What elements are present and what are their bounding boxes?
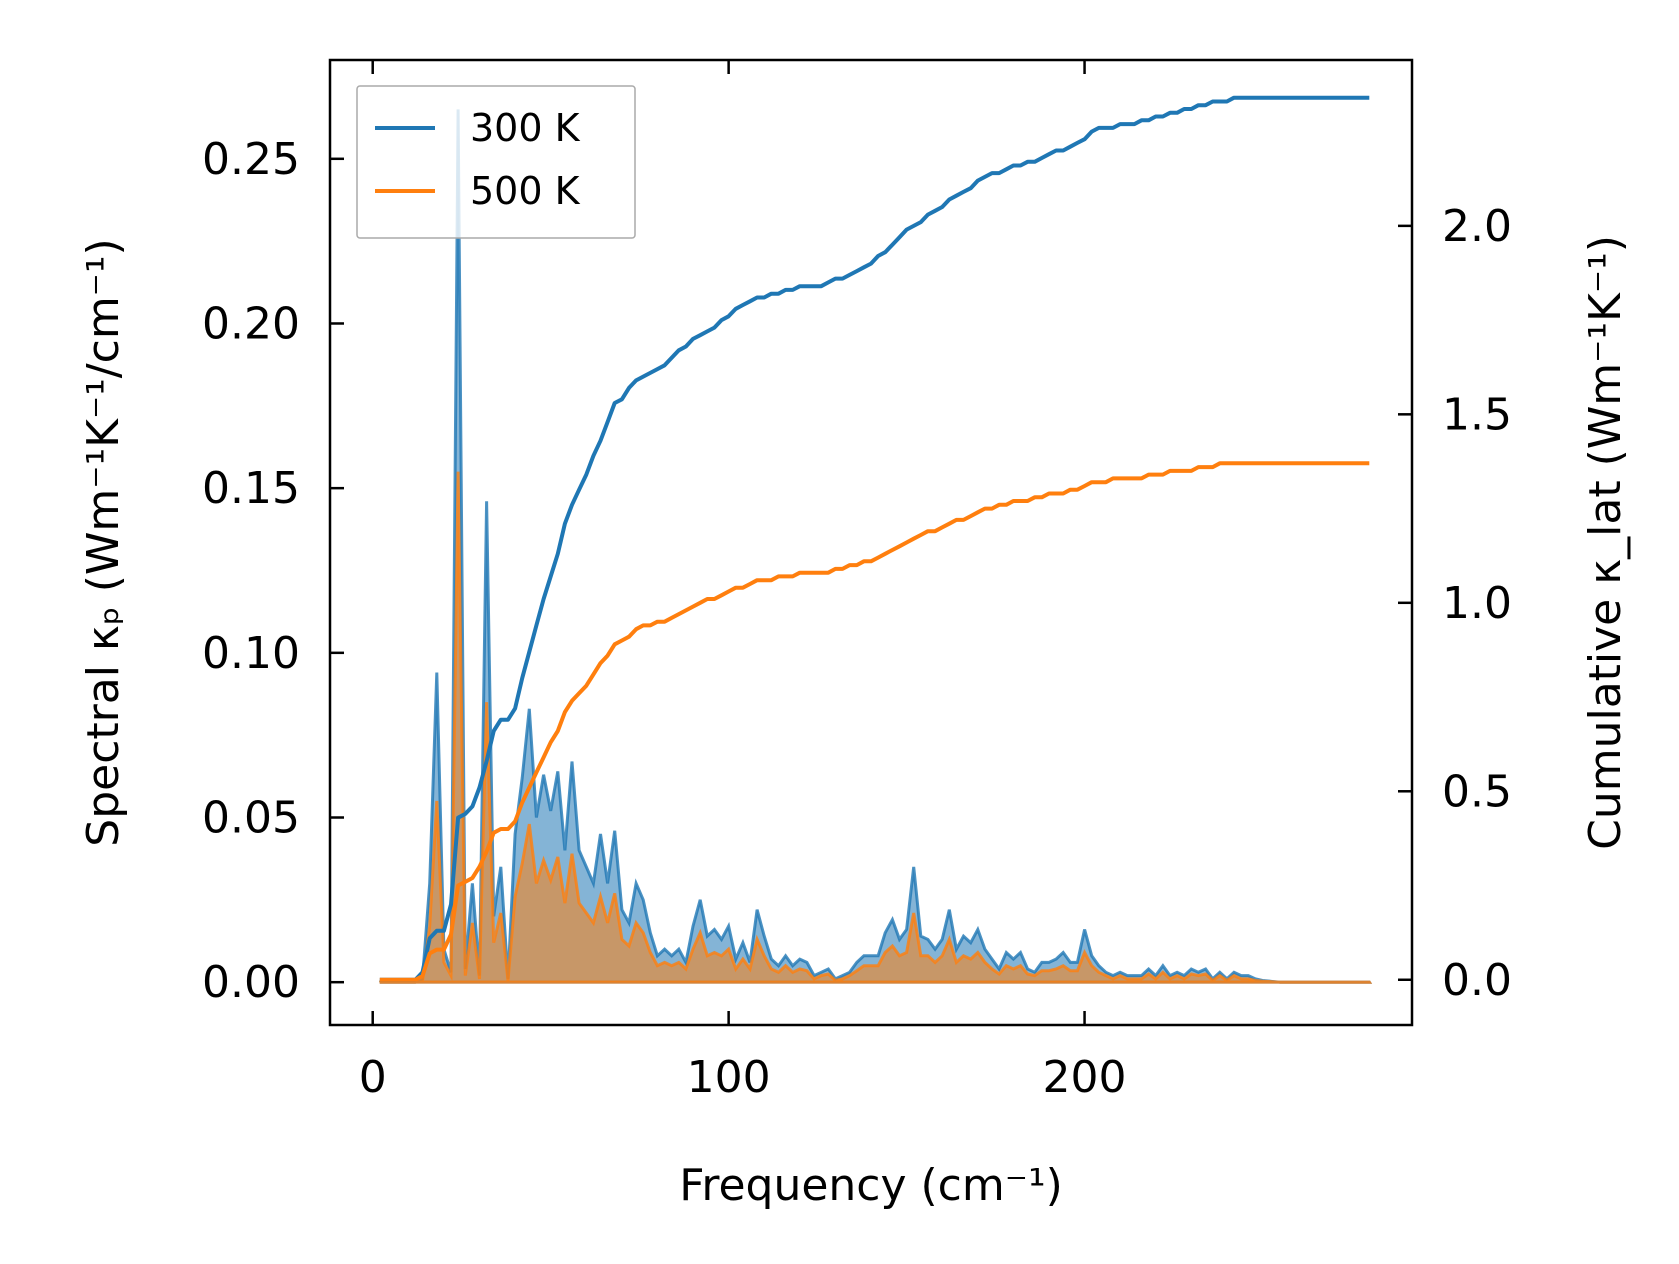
axis-ticks: 0 100 200 0.00 0.05 0.10 0.15 0.20 0.25 0.0 0.5 1.0… — [202, 60, 1512, 1103]
legend: 300 K 500 K — [356, 85, 636, 239]
legend-label-500k: 500 K — [470, 169, 581, 213]
x-tick-label: 200 — [1043, 1052, 1127, 1103]
y-tick-label-left: 0.20 — [202, 298, 300, 349]
y-tick-label-left: 0.15 — [202, 463, 300, 514]
spectral-areas — [379, 109, 1373, 984]
y-tick-label-right: 0.0 — [1442, 955, 1512, 1006]
y-tick-label-right: 2.0 — [1442, 201, 1512, 252]
cumulative-lines — [379, 95, 1370, 982]
cumulative-line-300k — [379, 95, 1370, 982]
spectral-area-300k — [379, 109, 1373, 984]
y-tick-label-right: 1.0 — [1442, 578, 1512, 629]
y-axis-label-right: Cumulative κ_lat (Wm⁻¹K⁻¹) — [1580, 235, 1631, 850]
y-tick-label-left: 0.05 — [202, 793, 300, 844]
y-tick-label-left: 0.00 — [202, 957, 300, 1008]
x-tick-label: 100 — [687, 1052, 771, 1103]
y-axis-label-left: Spectral κₚ (Wm⁻¹K⁻¹/cm⁻¹) — [78, 238, 129, 846]
y-tick-label-left: 0.25 — [202, 134, 300, 185]
x-tick-label: 0 — [359, 1052, 387, 1103]
y-tick-label-right: 1.5 — [1442, 389, 1512, 440]
cumulative-line-500k — [379, 461, 1370, 982]
y-tick-label-left: 0.10 — [202, 628, 300, 679]
legend-label-300k: 300 K — [470, 106, 581, 150]
plot-frame — [328, 58, 1414, 1027]
y-tick-label-right: 0.5 — [1442, 766, 1512, 817]
spectral-area-500k — [379, 471, 1373, 984]
legend-box — [356, 85, 636, 239]
x-axis-label: Frequency (cm⁻¹) — [679, 1160, 1063, 1211]
